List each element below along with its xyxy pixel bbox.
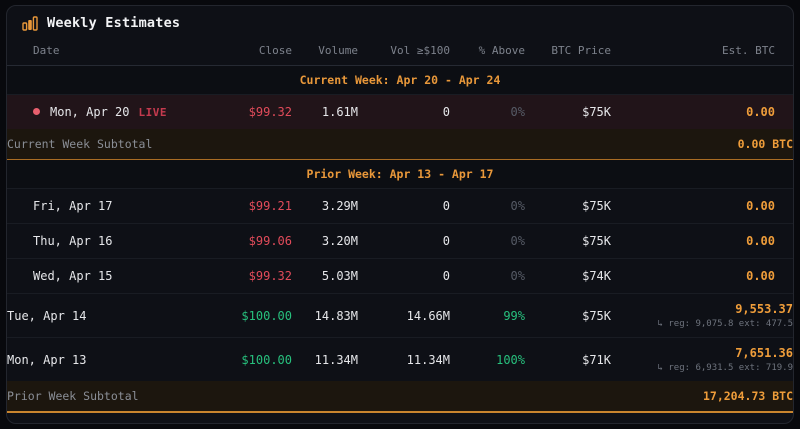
col-vol-ge-100: Vol ≥$100 (358, 38, 450, 66)
est-btc-cell: 0.00 (611, 258, 793, 294)
est-btc-cell: 0.00 (611, 223, 793, 259)
est-btc-cell: 0.00 (611, 94, 793, 129)
btc-price-cell: $75K (525, 94, 611, 129)
date-cell: Fri, Apr 17 (7, 188, 232, 224)
volume-cell: 11.34M (314, 352, 358, 367)
volume-cell: 5.03M (292, 258, 358, 294)
page-title: Weekly Estimates (47, 15, 181, 31)
table-row-fri-apr-17: Fri, Apr 17 $99.21 3.29M 0 0% $75K 0.00 (7, 188, 793, 224)
vol100-cell: 0 (358, 188, 450, 224)
est-btc-cell: 7,651.36 ↳ reg: 6,931.5 ext: 719.9 (611, 338, 793, 382)
pct-cell: 100% (496, 352, 525, 367)
date-cell: Mon, Apr 20 LIVE (7, 94, 232, 129)
bar-chart-icon (22, 15, 38, 31)
est-breakdown-note: ↳ reg: 6,931.5 ext: 719.9 (657, 363, 793, 373)
weekly-estimates-card: Weekly Estimates Date Close Volume Vol ≥… (6, 5, 794, 424)
live-badge: LIVE (138, 106, 167, 119)
col-est-btc: Est. BTC (611, 38, 793, 66)
volume-cell: 3.20M (292, 223, 358, 259)
close-cell: $99.32 (232, 258, 292, 294)
btc-price-cell: $71K (582, 352, 611, 367)
close-cell: $99.21 (232, 188, 292, 224)
card-titlebar: Weekly Estimates (7, 6, 793, 38)
current-week-subtotal-row: Current Week Subtotal 0.00 BTC (7, 129, 793, 160)
table-row-mon-apr-20: Mon, Apr 20 LIVE $99.32 1.61M 0 0% $75K 0… (7, 94, 793, 129)
est-btc-cell: 0.00 (611, 188, 793, 224)
estimates-table: Date Close Volume Vol ≥$100 % Above BTC … (7, 38, 793, 423)
pct-cell: 0% (450, 223, 525, 259)
total-value: 17,204.73 BTC (611, 412, 793, 423)
btc-price-cell: $75K (525, 223, 611, 259)
subtotal-value: 17,204.73 BTC (611, 381, 793, 413)
pct-cell: 0% (450, 94, 525, 129)
col-pct-above: % Above (450, 38, 525, 66)
pct-cell: 0% (450, 188, 525, 224)
two-week-total-row: 2-Week Total 17,204.73 BTC (7, 412, 793, 423)
date-cell: Tue, Apr 14 (7, 293, 232, 338)
est-btc-cell: 9,553.37 ↳ reg: 9,075.8 ext: 477.5 (611, 293, 793, 338)
col-date: Date (7, 38, 232, 66)
col-btc-price: BTC Price (525, 38, 611, 66)
volume-cell: 1.61M (292, 94, 358, 129)
table-row-wed-apr-15: Wed, Apr 15 $99.32 5.03M 0 0% $74K 0.00 (7, 258, 793, 294)
btc-price-cell: $75K (525, 293, 611, 338)
col-close: Close (232, 38, 292, 66)
close-cell: $99.32 (232, 94, 292, 129)
col-volume: Volume (292, 38, 358, 66)
btc-price-cell: $75K (525, 188, 611, 224)
table-row-tue-apr-14: Tue, Apr 14 $100.00 14.83M 14.66M 99% $7… (7, 293, 793, 338)
subtotal-value: 0.00 BTC (611, 129, 793, 160)
pct-cell: 0% (450, 258, 525, 294)
volume-cell: 14.83M (292, 293, 358, 338)
date-cell: Thu, Apr 16 (7, 223, 232, 259)
table-row-mon-apr-13: Mon, Apr 13 $100.00 11.34M 11.34M 100% $… (7, 338, 793, 382)
prior-week-subtotal-row: Prior Week Subtotal 17,204.73 BTC (7, 381, 793, 413)
vol100-cell: 0 (358, 223, 450, 259)
pct-cell: 99% (450, 293, 525, 338)
subtotal-label: Prior Week Subtotal (7, 381, 611, 413)
table-row-thu-apr-16: Thu, Apr 16 $99.06 3.20M 0 0% $75K 0.00 (7, 223, 793, 259)
live-dot-icon (33, 108, 40, 115)
btc-price-cell: $74K (525, 258, 611, 294)
subtotal-label: Current Week Subtotal (7, 129, 611, 160)
date-cell: Mon, Apr 13 (7, 352, 87, 367)
est-breakdown-note: ↳ reg: 9,075.8 ext: 477.5 (657, 319, 793, 329)
column-header-row: Date Close Volume Vol ≥$100 % Above BTC … (7, 38, 793, 66)
vol100-cell: 0 (358, 258, 450, 294)
volume-cell: 3.29M (292, 188, 358, 224)
close-cell: $100.00 (232, 293, 292, 338)
close-cell: $100.00 (241, 352, 292, 367)
vol100-cell: 11.34M (406, 352, 450, 367)
date-cell: Wed, Apr 15 (7, 258, 232, 294)
section-header-prior-week: Prior Week: Apr 13 - Apr 17 (7, 159, 793, 189)
vol100-cell: 0 (358, 94, 450, 129)
vol100-cell: 14.66M (358, 293, 450, 338)
close-cell: $99.06 (232, 223, 292, 259)
total-label: 2-Week Total (7, 412, 611, 423)
section-header-current-week: Current Week: Apr 20 - Apr 24 (7, 65, 793, 95)
